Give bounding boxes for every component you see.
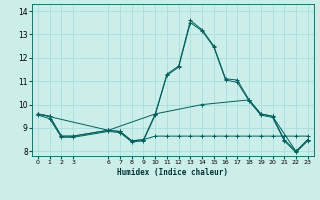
- X-axis label: Humidex (Indice chaleur): Humidex (Indice chaleur): [117, 168, 228, 177]
